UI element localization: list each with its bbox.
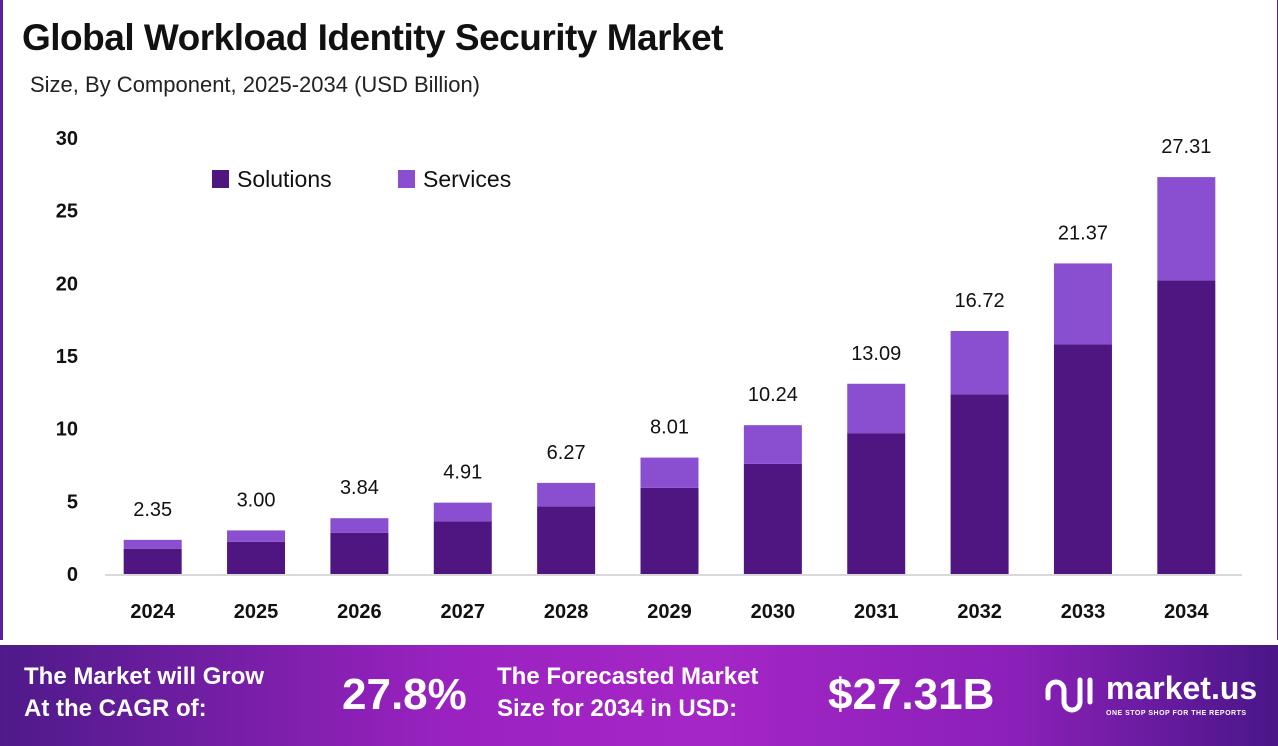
logo-tagline: ONE STOP SHOP FOR THE REPORTS — [1106, 710, 1247, 717]
bar-solutions-2027 — [433, 521, 492, 574]
cagr-value: 27.8% — [342, 670, 467, 719]
bar-services-2026 — [330, 518, 389, 533]
data-label-total: 21.37 — [1058, 222, 1108, 244]
x-tick-label: 2034 — [1164, 601, 1209, 623]
bar-solutions-2031 — [847, 433, 906, 574]
data-label-total: 4.91 — [443, 462, 482, 484]
forecast-label-line1: The Forecasted Market — [497, 663, 759, 690]
data-label-total: 10.24 — [748, 384, 798, 406]
x-tick-label: 2028 — [544, 601, 589, 623]
bar-services-2030 — [743, 425, 802, 464]
bar-solutions-2030 — [743, 463, 802, 574]
y-tick-label: 15 — [56, 346, 78, 368]
data-label-total: 3.84 — [340, 477, 379, 499]
bar-chart: 0510152025302.3520243.0020253.8420264.91… — [56, 128, 1242, 623]
bar-services-2032 — [950, 331, 1009, 395]
legend-swatch-services — [398, 170, 415, 188]
footer-banner: The Market will Grow At the CAGR of: 27.… — [0, 645, 1278, 746]
bar-solutions-2029 — [640, 487, 699, 574]
x-tick-label: 2024 — [130, 601, 175, 623]
bar-services-2027 — [433, 502, 492, 522]
x-tick-label: 2025 — [234, 601, 279, 623]
x-tick-label: 2026 — [337, 601, 382, 623]
bar-services-2033 — [1053, 263, 1112, 345]
data-label-total: 3.00 — [237, 489, 276, 511]
bar-solutions-2032 — [950, 394, 1009, 574]
bar-services-2024 — [123, 539, 182, 549]
legend-label-solutions: Solutions — [237, 166, 332, 192]
bar-solutions-2026 — [330, 532, 389, 574]
legend-label-services: Services — [423, 166, 511, 192]
forecast-label: The Forecasted Market Size for 2034 in U… — [497, 661, 758, 725]
cagr-label-line1: The Market will Grow — [24, 663, 265, 690]
x-tick-label: 2030 — [751, 601, 796, 623]
bar-services-2034 — [1157, 177, 1216, 281]
bar-solutions-2034 — [1157, 280, 1216, 574]
bar-services-2029 — [640, 457, 699, 488]
y-tick-label: 10 — [56, 419, 78, 441]
logo-text: market.us — [1106, 670, 1258, 706]
data-label-total: 13.09 — [851, 343, 901, 365]
bar-solutions-2024 — [123, 548, 182, 574]
bar-solutions-2033 — [1053, 344, 1112, 574]
forecast-value: $27.31B — [828, 670, 995, 719]
chart-subtitle: Size, By Component, 2025-2034 (USD Billi… — [30, 72, 481, 97]
cagr-label-line2: At the CAGR of: — [24, 695, 207, 722]
data-label-total: 27.31 — [1161, 136, 1211, 158]
legend-swatch-solutions — [212, 170, 229, 188]
forecast-label-line2: Size for 2034 in USD: — [497, 695, 738, 722]
chart-title: Global Workload Identity Security Market — [22, 17, 723, 58]
y-tick-label: 0 — [67, 564, 78, 586]
marketus-logo: market.us ONE STOP SHOP FOR THE REPORTS — [1042, 669, 1257, 719]
x-tick-label: 2029 — [647, 601, 692, 623]
y-tick-label: 25 — [56, 201, 78, 223]
x-tick-label: 2032 — [957, 601, 1002, 623]
bar-services-2031 — [847, 383, 906, 434]
y-tick-label: 20 — [56, 273, 78, 295]
y-tick-label: 30 — [56, 128, 78, 150]
data-label-total: 8.01 — [650, 417, 689, 439]
y-tick-label: 5 — [67, 491, 78, 513]
bar-services-2028 — [537, 482, 596, 507]
marketus-logo-icon — [1045, 677, 1093, 713]
x-tick-label: 2033 — [1061, 601, 1106, 623]
data-label-total: 16.72 — [955, 290, 1005, 312]
bar-services-2025 — [227, 530, 286, 542]
bar-solutions-2028 — [537, 506, 596, 574]
x-tick-label: 2027 — [441, 601, 486, 623]
data-label-total: 2.35 — [133, 499, 172, 521]
cagr-label: The Market will Grow At the CAGR of: — [24, 661, 264, 725]
x-tick-label: 2031 — [854, 601, 899, 623]
data-label-total: 6.27 — [547, 442, 586, 464]
bar-solutions-2025 — [227, 541, 286, 574]
